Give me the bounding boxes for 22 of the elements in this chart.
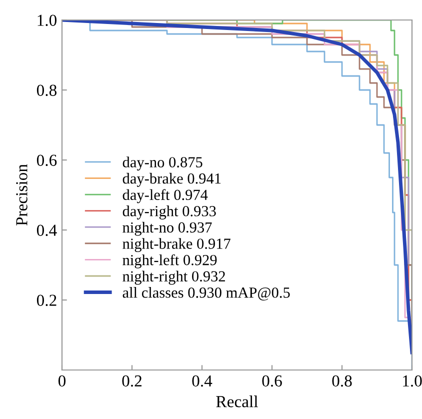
legend-label: day-right 0.933 xyxy=(122,206,216,220)
legend-label: all classes 0.930 mAP@0.5 xyxy=(122,287,290,301)
x-tick-label: 1.0 xyxy=(403,375,422,387)
x-tick-label: 0.8 xyxy=(332,375,352,387)
x-tick-label: 0.6 xyxy=(262,375,282,387)
legend-label: day-no 0.875 xyxy=(122,156,202,171)
y-tick-label: 0.8 xyxy=(36,84,57,96)
y-tick-label: 0.2 xyxy=(36,294,56,306)
legend-label: night-left 0.929 xyxy=(122,254,217,268)
legend-label: day-left 0.974 xyxy=(122,189,208,204)
x-axis-title: Recall xyxy=(216,396,258,408)
y-axis-title: Precision xyxy=(16,164,28,226)
x-tick-label: 0.2 xyxy=(122,375,142,387)
y-tick-label: 1.0 xyxy=(38,14,57,26)
y-tick-label: 0.4 xyxy=(36,224,57,236)
x-tick-label: 0.4 xyxy=(192,375,212,387)
legend-label: night-brake 0.917 xyxy=(122,238,230,252)
y-tick-label: 0.6 xyxy=(36,154,57,166)
x-tick-label: 0 xyxy=(58,375,66,387)
legend-label: day-brake 0.941 xyxy=(122,172,221,187)
legend-label: night-no 0.937 xyxy=(122,222,212,236)
legend-label: night-right 0.932 xyxy=(122,270,225,285)
